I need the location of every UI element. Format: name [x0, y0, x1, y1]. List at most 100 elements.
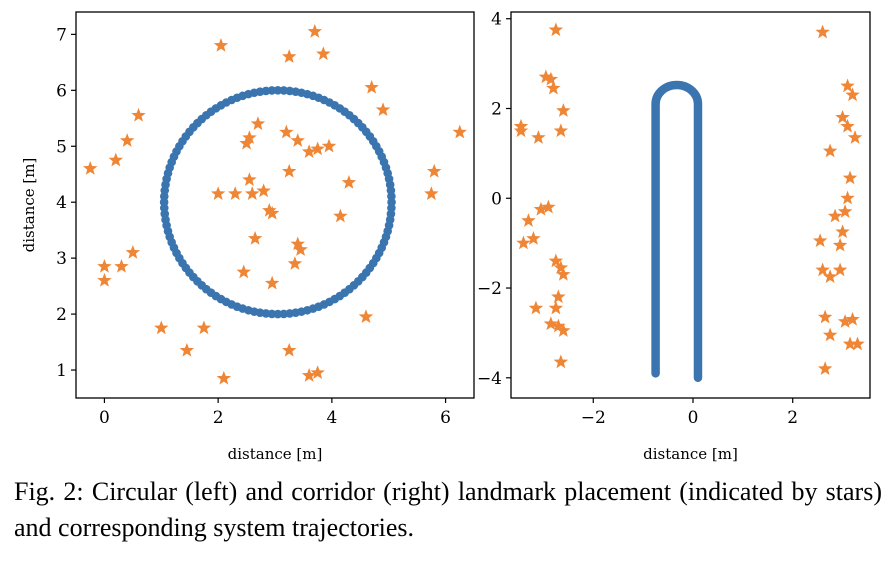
landmark-star — [543, 71, 559, 86]
x-tick-label: 0 — [688, 408, 699, 428]
landmark-star — [840, 78, 855, 93]
landmark-star — [119, 133, 135, 147]
landmark-star — [216, 370, 232, 385]
landmark-star — [827, 208, 843, 223]
landmark-star — [845, 87, 860, 102]
y-tick-label: 2 — [491, 100, 502, 120]
trajectory-point — [387, 203, 396, 213]
landmark-star — [845, 311, 860, 326]
landmark-star — [281, 342, 297, 357]
x-axis-label: distance [m] — [228, 445, 323, 463]
landmark-star — [154, 320, 169, 335]
landmark-star — [842, 170, 858, 185]
trajectory-path — [651, 80, 703, 383]
landmark-star — [256, 183, 271, 198]
landmark-star — [526, 231, 541, 245]
axes-frame — [510, 11, 871, 399]
landmark-star — [375, 102, 391, 117]
landmark-star — [82, 161, 98, 175]
landmark-star — [835, 109, 850, 124]
y-tick-label: 4 — [56, 193, 67, 213]
y-tick-label: −2 — [477, 279, 502, 299]
landmark-star — [551, 289, 566, 304]
landmark-star — [837, 314, 853, 328]
landmark-star — [850, 336, 865, 351]
landmark-star — [358, 309, 374, 324]
landmark-star — [424, 186, 439, 200]
landmark-star — [513, 123, 529, 138]
landmark-star — [281, 163, 297, 178]
landmark-star — [316, 46, 331, 61]
landmark-star — [551, 318, 566, 333]
landmark-star — [247, 230, 263, 245]
landmark-star — [817, 361, 833, 375]
landmark-star — [245, 186, 260, 200]
landmark-star — [840, 118, 855, 133]
landmark-star — [840, 190, 855, 205]
landmark-star — [516, 235, 531, 250]
landmark-star — [822, 143, 838, 158]
y-tick-label: 7 — [56, 25, 67, 45]
landmark-star — [196, 320, 212, 335]
x-tick-label: 4 — [326, 408, 337, 428]
landmark-star — [452, 124, 468, 139]
landmark-star — [321, 138, 337, 153]
y-tick-label: 3 — [56, 249, 67, 269]
landmark-star — [543, 316, 559, 331]
landmark-star — [97, 258, 112, 273]
landmark-star — [290, 236, 305, 251]
landmark-star — [546, 80, 561, 95]
landmark-star — [307, 23, 323, 38]
x-axis-label: distance [m] — [643, 445, 738, 463]
figure-caption: Fig. 2: Circular (left) and corridor (ri… — [14, 477, 882, 542]
landmark-star — [548, 22, 564, 37]
landmark-star — [822, 269, 838, 283]
landmark-star — [333, 208, 348, 223]
landmark-star — [262, 202, 277, 217]
landmark-star — [815, 262, 830, 277]
landmark-star — [125, 244, 141, 259]
landmark-star — [341, 175, 357, 189]
landmark-star — [556, 266, 571, 281]
landmark-star — [837, 204, 853, 218]
y-tick-label: 2 — [56, 305, 67, 325]
landmark-star — [242, 172, 257, 186]
landmark-star — [531, 130, 546, 144]
landmark-star — [556, 323, 571, 337]
landmark-star — [817, 309, 833, 324]
x-tick-label: 0 — [99, 408, 110, 428]
landmark-star — [553, 260, 569, 274]
landmark-star — [210, 186, 226, 200]
landmark-star — [310, 365, 325, 379]
landmark-star — [548, 300, 564, 315]
axes-frame — [75, 11, 475, 399]
landmark-star — [548, 253, 564, 268]
landmark-star — [250, 116, 266, 131]
landmark-star — [538, 69, 554, 84]
landmark-star — [97, 272, 112, 287]
landmark-star — [108, 152, 124, 167]
landmark-star — [426, 163, 442, 178]
y-tick-label: 6 — [56, 81, 67, 101]
landmark-star — [541, 199, 556, 214]
landmark-star — [242, 130, 257, 145]
landmark-star — [815, 24, 830, 39]
landmark-star — [310, 141, 325, 156]
y-tick-label: 1 — [56, 361, 67, 381]
landmark-star — [213, 37, 229, 52]
landmark-star — [528, 300, 544, 315]
landmark-star — [832, 262, 848, 277]
y-tick-label: 5 — [56, 137, 67, 157]
landmark-star — [301, 144, 317, 158]
y-axis-label: distance [m] — [20, 158, 38, 253]
landmark-star — [279, 124, 294, 139]
y-tick-label: 0 — [491, 189, 502, 209]
landmark-star — [290, 133, 305, 147]
right-scatter-plot: −2 0 2 −4 −2 0 2 4 distance [m] — [477, 10, 871, 463]
y-tick-label: 4 — [491, 10, 502, 30]
landmark-star — [264, 275, 280, 290]
landmark-star — [553, 123, 569, 138]
landmark-star — [847, 130, 863, 144]
x-tick-label: 2 — [213, 408, 224, 428]
